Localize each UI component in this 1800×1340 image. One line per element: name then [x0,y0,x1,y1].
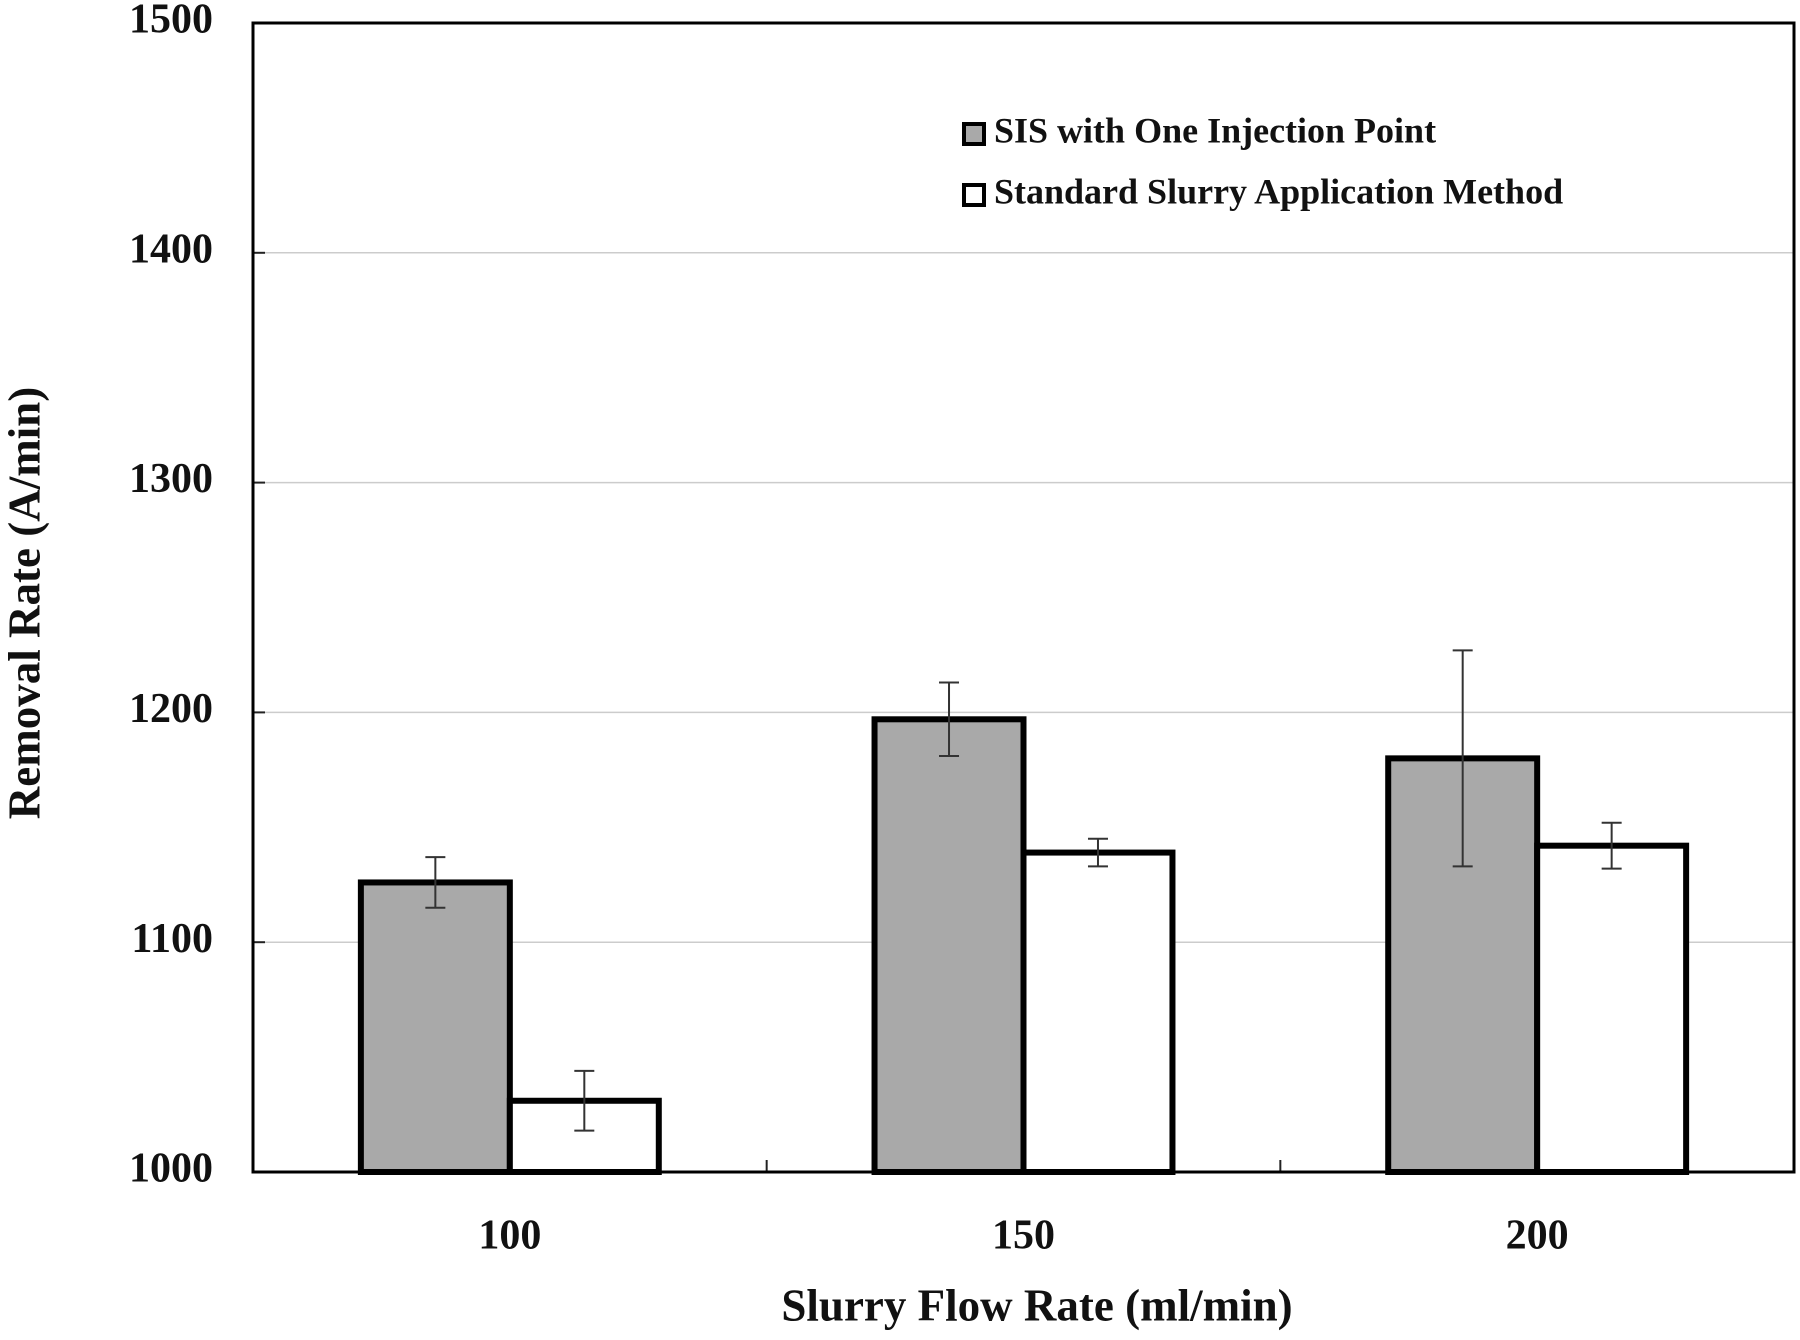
y-tick-label: 1300 [129,456,213,502]
bar [357,879,513,1176]
y-tick-label: 1400 [129,226,213,272]
x-axis-label: Slurry Flow Rate (ml/min) [781,1280,1292,1330]
error-bar [425,856,446,909]
legend-label: Standard Slurry Application Method [994,171,1563,211]
y-tick-label: 1500 [129,0,213,43]
x-tick-label: 150 [992,1213,1055,1259]
error-bar [1452,649,1473,868]
x-tick-label: 200 [1506,1213,1569,1259]
error-bar [1601,821,1622,870]
legend-label: SIS with One Injection Point [994,110,1436,150]
x-tick-label: 100 [478,1213,541,1259]
y-tick-label: 1000 [129,1146,213,1192]
plot-frame [251,21,1796,1174]
bar [1020,849,1176,1175]
legend-swatch [962,183,986,207]
y-axis-label: Removal Rate (A/min) [0,387,49,819]
legend-swatch [962,122,986,146]
bar [1534,842,1690,1176]
error-bar [1087,837,1108,868]
y-tick-label: 1200 [129,686,213,732]
error-bar [574,1069,595,1132]
y-tick-label: 1100 [131,916,213,962]
error-bar [939,681,960,758]
bar [871,716,1027,1175]
